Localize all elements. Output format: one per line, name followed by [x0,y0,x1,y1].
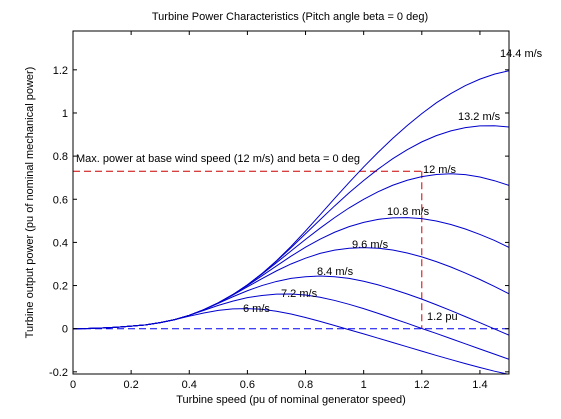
series-line [73,70,509,330]
series-line [73,293,509,360]
curve-label: 10.8 m/s [387,206,430,218]
curve-label: 14.4 m/s [500,48,543,60]
curve-label: 8.4 m/s [317,266,354,278]
plot-frame [72,30,510,375]
base-speed-annotation: 1.2 pu [427,311,458,323]
y-tick-label: 0.2 [53,281,68,293]
x-tick-label: 0.2 [123,379,138,391]
series-group [73,70,509,374]
curve-label: 9.6 m/s [352,239,389,251]
curve-label: 7.2 m/s [281,288,318,300]
x-tick-label: 1.4 [472,379,487,391]
y-tick-label: 1.2 [53,65,68,77]
x-tick-label: 0.8 [298,379,313,391]
y-tick-label: 0.6 [53,194,68,206]
curve-labels: 6 m/s 7.2 m/s 8.4 m/s 9.6 m/s 10.8 m/s 12 m/s… [76,48,543,323]
x-tick-label: 0 [70,379,76,391]
x-axis-label: Turbine speed (pu of nominal generator s… [176,394,406,406]
x-tick-label: 0.6 [240,379,255,391]
axis-ticks: 0 0.2 0.4 0.6 0.8 1 1.2 1.4-0.200.20.40.60.811.… [49,31,509,391]
x-tick-label: 1 [361,379,367,391]
y-tick-label: 0 [62,324,68,336]
annotations [73,170,509,330]
y-axis-label: Turbine output power (pu of nominal mech… [24,67,36,339]
curve-label: 13.2 m/s [458,111,501,123]
x-tick-label: 0.4 [182,379,197,391]
y-tick-label: 0.4 [53,237,68,249]
max-power-annotation: Max. power at base wind speed (12 m/s) a… [76,153,360,165]
curve-label: 12 m/s [423,164,457,176]
series-line [73,173,509,330]
y-tick-label: 0.8 [53,151,68,163]
x-tick-label: 1.2 [414,379,429,391]
chart-title: Turbine Power Characteristics (Pitch ang… [152,11,428,23]
y-tick-label: -0.2 [49,367,68,379]
y-tick-label: 1 [62,108,68,120]
curve-label: 6 m/s [243,303,270,315]
series-line [73,275,509,336]
